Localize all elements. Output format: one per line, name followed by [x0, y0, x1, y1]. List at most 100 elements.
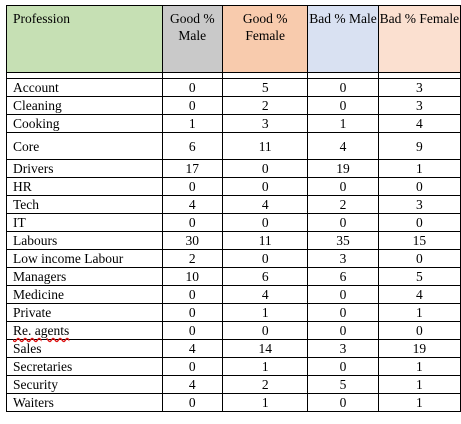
profession-cell: Waiters — [6, 393, 163, 412]
good-male-cell: 0 — [161, 303, 224, 322]
profession-cell: Secretaries — [6, 357, 163, 376]
profession-table: Profession Good % Male Good % Female Bad… — [6, 5, 461, 412]
profession-cell: IT — [6, 213, 163, 232]
profession-cell: Core — [6, 132, 163, 160]
good-female-cell: 0 — [222, 321, 309, 340]
bad-male-cell: 6 — [307, 267, 379, 286]
profession-cell: Cleaning — [6, 96, 163, 115]
bad-female-cell: 4 — [377, 114, 461, 133]
bad-female-cell: 0 — [377, 321, 461, 340]
good-male-cell: 4 — [161, 375, 224, 394]
bad-male-cell: 0 — [307, 321, 379, 340]
table-row: Tech 4 4 2 3 — [6, 195, 461, 214]
profession-cell: Sales — [6, 339, 163, 358]
bad-female-cell: 0 — [377, 213, 461, 232]
table-row: Security 4 2 5 1 — [6, 375, 461, 394]
bad-female-cell: 1 — [377, 375, 461, 394]
profession-cell: Account — [6, 78, 163, 97]
profession-cell: HR — [6, 177, 163, 196]
good-male-cell: 4 — [161, 339, 224, 358]
bad-male-cell: 0 — [307, 177, 379, 196]
good-male-cell: 0 — [161, 96, 224, 115]
bad-female-cell: 1 — [377, 357, 461, 376]
bad-female-cell: 9 — [377, 132, 461, 160]
table-row: Drivers 17 0 19 1 — [6, 159, 461, 178]
table-row: Managers 10 6 6 5 — [6, 267, 461, 286]
good-female-cell: 0 — [222, 177, 309, 196]
bad-female-cell: 1 — [377, 303, 461, 322]
good-male-cell: 0 — [161, 357, 224, 376]
bad-male-cell: 1 — [307, 114, 379, 133]
bad-male-cell: 35 — [307, 231, 379, 250]
bad-male-cell: 0 — [307, 393, 379, 412]
bad-female-cell: 0 — [377, 249, 461, 268]
bad-male-cell: 4 — [307, 132, 379, 160]
bad-female-cell: 1 — [377, 393, 461, 412]
good-female-cell: 2 — [222, 96, 309, 115]
table-row: Waiters 0 1 0 1 — [6, 393, 461, 412]
bad-female-cell: 5 — [377, 267, 461, 286]
good-female-cell: 11 — [222, 132, 309, 160]
table-row: Medicine 0 4 0 4 — [6, 285, 461, 304]
table-row: HR 0 0 0 0 — [6, 177, 461, 196]
profession-cell: Cooking — [6, 114, 163, 133]
good-male-cell: 10 — [161, 267, 224, 286]
bad-female-cell: 3 — [377, 195, 461, 214]
bad-male-cell: 5 — [307, 375, 379, 394]
header-good-female: Good % Female — [222, 5, 309, 73]
table-row: Core 6 11 4 9 — [6, 132, 461, 160]
profession-cell: Labours — [6, 231, 163, 250]
good-male-cell: 2 — [161, 249, 224, 268]
bad-female-cell: 3 — [377, 96, 461, 115]
bad-male-cell: 19 — [307, 159, 379, 178]
good-female-cell: 0 — [222, 249, 309, 268]
header-profession: Profession — [6, 5, 163, 73]
bad-female-cell: 1 — [377, 159, 461, 178]
good-female-cell: 1 — [222, 393, 309, 412]
bad-male-cell: 0 — [307, 303, 379, 322]
good-male-cell: 0 — [161, 78, 224, 97]
profession-cell: Private — [6, 303, 163, 322]
good-female-cell: 0 — [222, 213, 309, 232]
good-female-cell: 6 — [222, 267, 309, 286]
table-row: IT 0 0 0 0 — [6, 213, 461, 232]
good-male-cell: 0 — [161, 213, 224, 232]
profession-cell: Tech — [6, 195, 163, 214]
good-male-cell: 1 — [161, 114, 224, 133]
bad-male-cell: 2 — [307, 195, 379, 214]
bad-male-cell: 0 — [307, 285, 379, 304]
good-female-cell: 14 — [222, 339, 309, 358]
bad-male-cell: 0 — [307, 213, 379, 232]
profession-cell: Re. agents — [6, 321, 163, 340]
good-female-cell: 11 — [222, 231, 309, 250]
profession-cell: Managers — [6, 267, 163, 286]
table-row: Private 0 1 0 1 — [6, 303, 461, 322]
good-male-cell: 0 — [161, 321, 224, 340]
header-row: Profession Good % Male Good % Female Bad… — [6, 5, 461, 73]
good-male-cell: 4 — [161, 195, 224, 214]
bad-female-cell: 4 — [377, 285, 461, 304]
bad-female-cell: 3 — [377, 78, 461, 97]
good-male-cell: 6 — [161, 132, 224, 160]
table-row: Sales 4 14 3 19 — [6, 339, 461, 358]
profession-cell: Security — [6, 375, 163, 394]
table-row: Account 0 5 0 3 — [6, 78, 461, 97]
bad-female-cell: 0 — [377, 177, 461, 196]
good-male-cell: 0 — [161, 393, 224, 412]
bad-male-cell: 0 — [307, 78, 379, 97]
good-female-cell: 4 — [222, 195, 309, 214]
bad-male-cell: 0 — [307, 96, 379, 115]
profession-cell: Medicine — [6, 285, 163, 304]
good-female-cell: 1 — [222, 303, 309, 322]
document-page: Profession Good % Male Good % Female Bad… — [6, 5, 461, 412]
good-female-cell: 4 — [222, 285, 309, 304]
profession-cell: Low income Labour — [6, 249, 163, 268]
profession-cell: Drivers — [6, 159, 163, 178]
header-bad-female: Bad % Female — [377, 5, 461, 73]
good-male-cell: 17 — [161, 159, 224, 178]
table-row: Re. agents 0 0 0 0 — [6, 321, 461, 340]
bad-female-cell: 19 — [377, 339, 461, 358]
good-female-cell: 3 — [222, 114, 309, 133]
table-row: Cleaning 0 2 0 3 — [6, 96, 461, 115]
table-row: Cooking 1 3 1 4 — [6, 114, 461, 133]
